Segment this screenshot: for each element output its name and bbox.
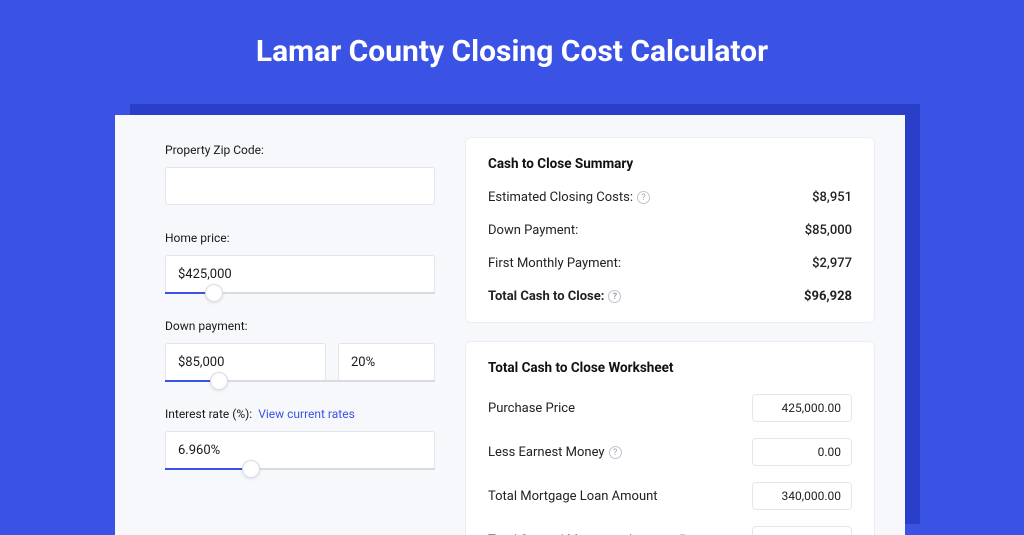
summary-panel: Cash to Close Summary Estimated Closing … (465, 137, 875, 323)
summary-row-value: $96,928 (804, 289, 852, 304)
summary-row-label: Down Payment: (488, 223, 578, 238)
down-payment-label: Down payment: (165, 319, 435, 333)
interest-rate-slider[interactable] (165, 468, 435, 470)
summary-row: Estimated Closing Costs:? $8,951 (488, 190, 852, 205)
zip-label: Property Zip Code: (165, 143, 435, 157)
home-price-label: Home price: (165, 231, 435, 245)
down-payment-slider-thumb[interactable] (210, 372, 228, 390)
results-column: Cash to Close Summary Estimated Closing … (465, 143, 875, 535)
calculator-card: Property Zip Code: Home price: $425,000 … (115, 115, 905, 535)
page-title: Lamar County Closing Cost Calculator (0, 0, 1024, 95)
view-rates-link[interactable]: View current rates (258, 407, 355, 421)
summary-title: Cash to Close Summary (488, 156, 852, 172)
interest-rate-slider-thumb[interactable] (242, 460, 260, 478)
zip-input[interactable] (165, 167, 435, 205)
down-payment-input[interactable]: $85,000 (165, 343, 326, 381)
worksheet-row-value[interactable]: 425,000.00 (752, 394, 852, 422)
worksheet-row-value[interactable]: 340,000.00 (752, 482, 852, 510)
inputs-column: Property Zip Code: Home price: $425,000 … (165, 143, 435, 535)
help-icon[interactable]: ? (609, 446, 622, 459)
worksheet-row: Total Mortgage Loan Amount 340,000.00 (488, 482, 852, 510)
worksheet-row-label: Less Earnest Money? (488, 445, 622, 460)
worksheet-row: Purchase Price 425,000.00 (488, 394, 852, 422)
help-icon[interactable]: ? (637, 191, 650, 204)
worksheet-row: Total Second Mortgage Amount?0.00 (488, 526, 852, 535)
interest-rate-slider-fill (165, 468, 251, 470)
help-icon[interactable]: ? (608, 290, 621, 303)
summary-row: Down Payment: $85,000 (488, 223, 852, 238)
worksheet-row: Less Earnest Money? 0.00 (488, 438, 852, 466)
summary-row: Total Cash to Close:? $96,928 (488, 289, 852, 304)
worksheet-row-label: Purchase Price (488, 401, 575, 416)
summary-row-value: $8,951 (812, 190, 852, 205)
zip-field: Property Zip Code: (165, 143, 435, 205)
down-payment-slider[interactable] (165, 380, 435, 382)
interest-rate-label: Interest rate (%): View current rates (165, 407, 435, 421)
worksheet-row-label: Total Mortgage Loan Amount (488, 489, 658, 504)
summary-row-label: Total Cash to Close:? (488, 289, 621, 304)
summary-row-label: First Monthly Payment: (488, 256, 621, 271)
home-price-slider[interactable] (165, 292, 435, 294)
interest-rate-input[interactable]: 6.960% (165, 431, 435, 469)
home-price-slider-thumb[interactable] (205, 284, 223, 302)
worksheet-title: Total Cash to Close Worksheet (488, 360, 852, 376)
worksheet-panel: Total Cash to Close Worksheet Purchase P… (465, 341, 875, 535)
down-payment-field: Down payment: $85,000 20% (165, 319, 435, 381)
summary-row-value: $2,977 (812, 256, 852, 271)
interest-rate-field: Interest rate (%): View current rates 6.… (165, 407, 435, 469)
interest-rate-label-text: Interest rate (%): (165, 407, 252, 421)
down-payment-pct-input[interactable]: 20% (338, 343, 435, 381)
summary-row-label: Estimated Closing Costs:? (488, 190, 650, 205)
summary-row-value: $85,000 (805, 223, 852, 238)
summary-row: First Monthly Payment: $2,977 (488, 256, 852, 271)
worksheet-row-value[interactable]: 0.00 (752, 438, 852, 466)
home-price-field: Home price: $425,000 (165, 231, 435, 293)
worksheet-row-value[interactable]: 0.00 (752, 526, 852, 535)
